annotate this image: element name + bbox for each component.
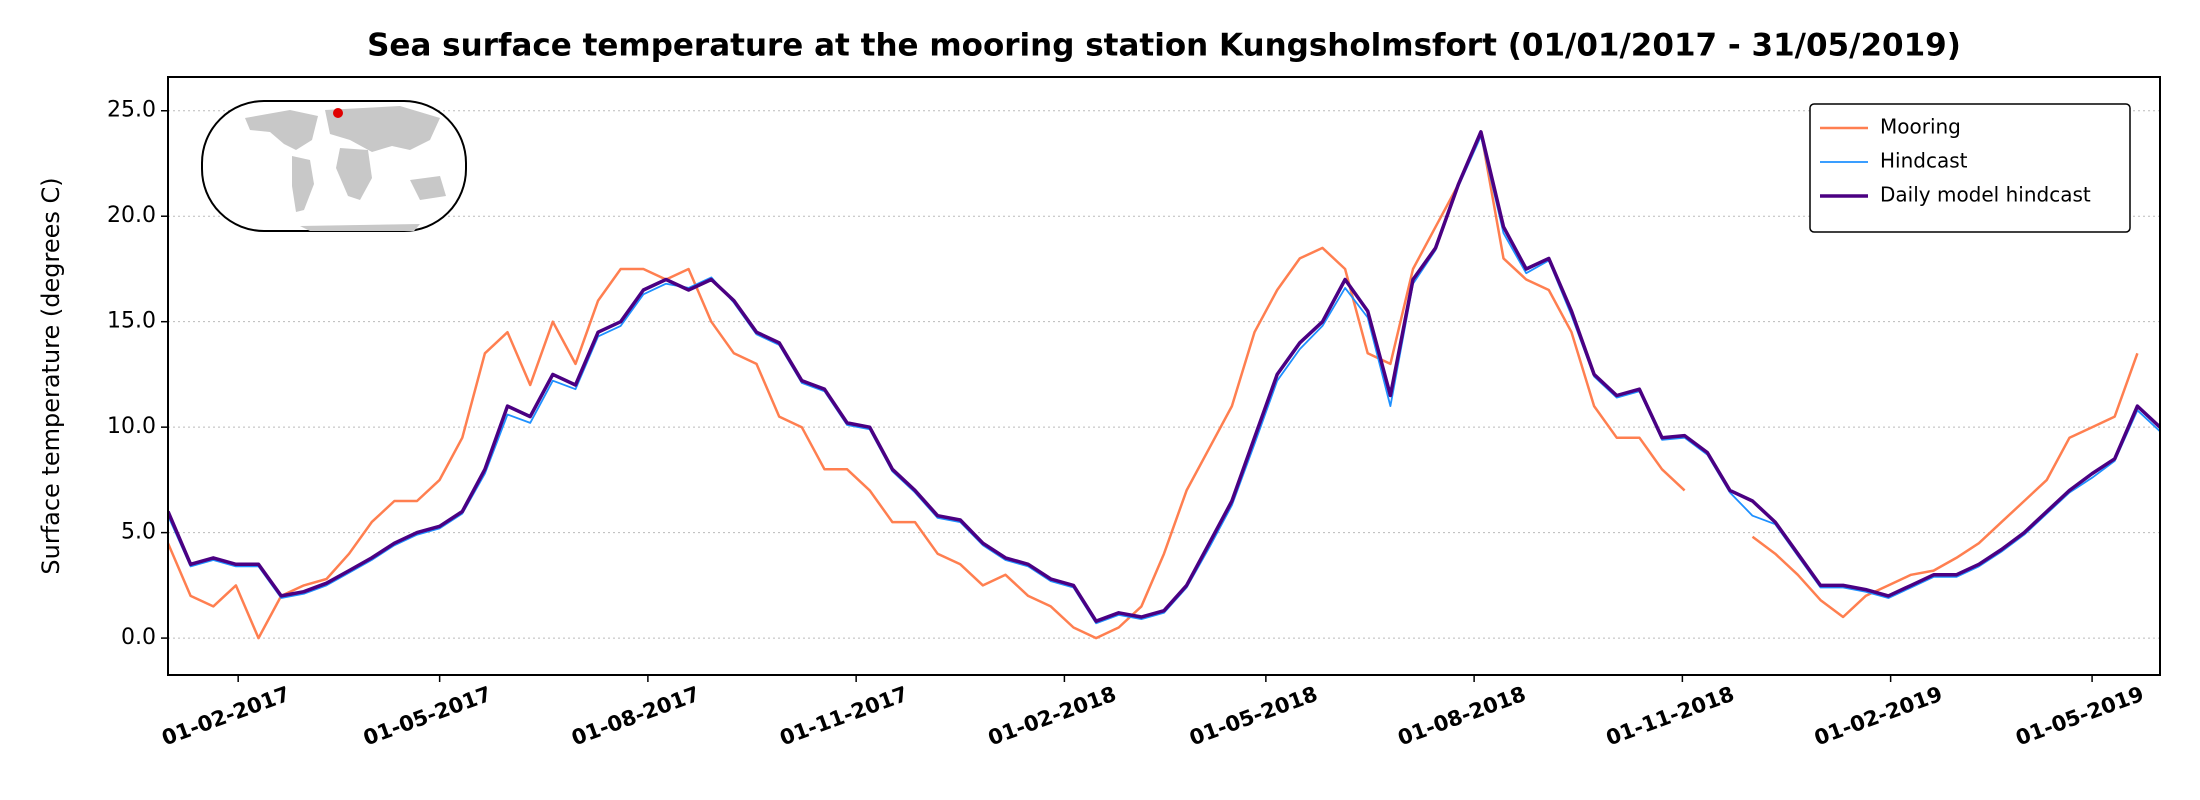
series-line <box>168 130 2139 640</box>
x-tick-label: 01-11-2018 <box>1603 682 1737 750</box>
x-tick-label: 01-08-2017 <box>568 682 702 750</box>
x-tick-label: 01-02-2018 <box>985 682 1119 750</box>
x-tick-label: 01-02-2017 <box>159 682 293 750</box>
x-tick-label: 01-05-2018 <box>1186 682 1320 750</box>
chart-title: Sea surface temperature at the mooring s… <box>367 28 1961 64</box>
series-line <box>168 130 2160 623</box>
x-tick-label: 01-08-2018 <box>1395 682 1529 750</box>
y-tick-label: 10.0 <box>107 414 156 439</box>
y-tick-label: 25.0 <box>107 98 156 123</box>
y-tick-label: 15.0 <box>107 309 156 334</box>
legend-label: Hindcast <box>1880 149 1968 173</box>
y-tick-label: 20.0 <box>107 203 156 228</box>
legend-label: Mooring <box>1880 115 1961 139</box>
map-land <box>292 156 314 212</box>
x-tick-label: 01-05-2017 <box>360 682 494 750</box>
legend: Mooring Hindcast Daily model hindcast <box>1809 103 2131 233</box>
map-land <box>410 176 446 200</box>
legend-frame <box>1809 103 2131 233</box>
series-line <box>168 135 2160 625</box>
y-axis-label: Surface temperature (degrees C) <box>37 177 65 574</box>
inset-map <box>201 100 467 232</box>
map-land <box>245 110 318 150</box>
map-land <box>336 148 372 200</box>
x-tick-label: 01-05-2019 <box>2013 682 2147 750</box>
station-marker <box>333 108 343 118</box>
x-tick-label: 01-02-2019 <box>1811 682 1945 750</box>
map-land <box>300 224 420 231</box>
map-land <box>325 106 440 152</box>
plot-frame <box>167 76 2161 676</box>
y-tick-label: 5.0 <box>121 520 156 545</box>
x-tick-label: 01-11-2017 <box>777 682 911 750</box>
legend-label: Daily model hindcast <box>1880 183 2091 207</box>
y-tick-label: 0.0 <box>121 625 156 650</box>
